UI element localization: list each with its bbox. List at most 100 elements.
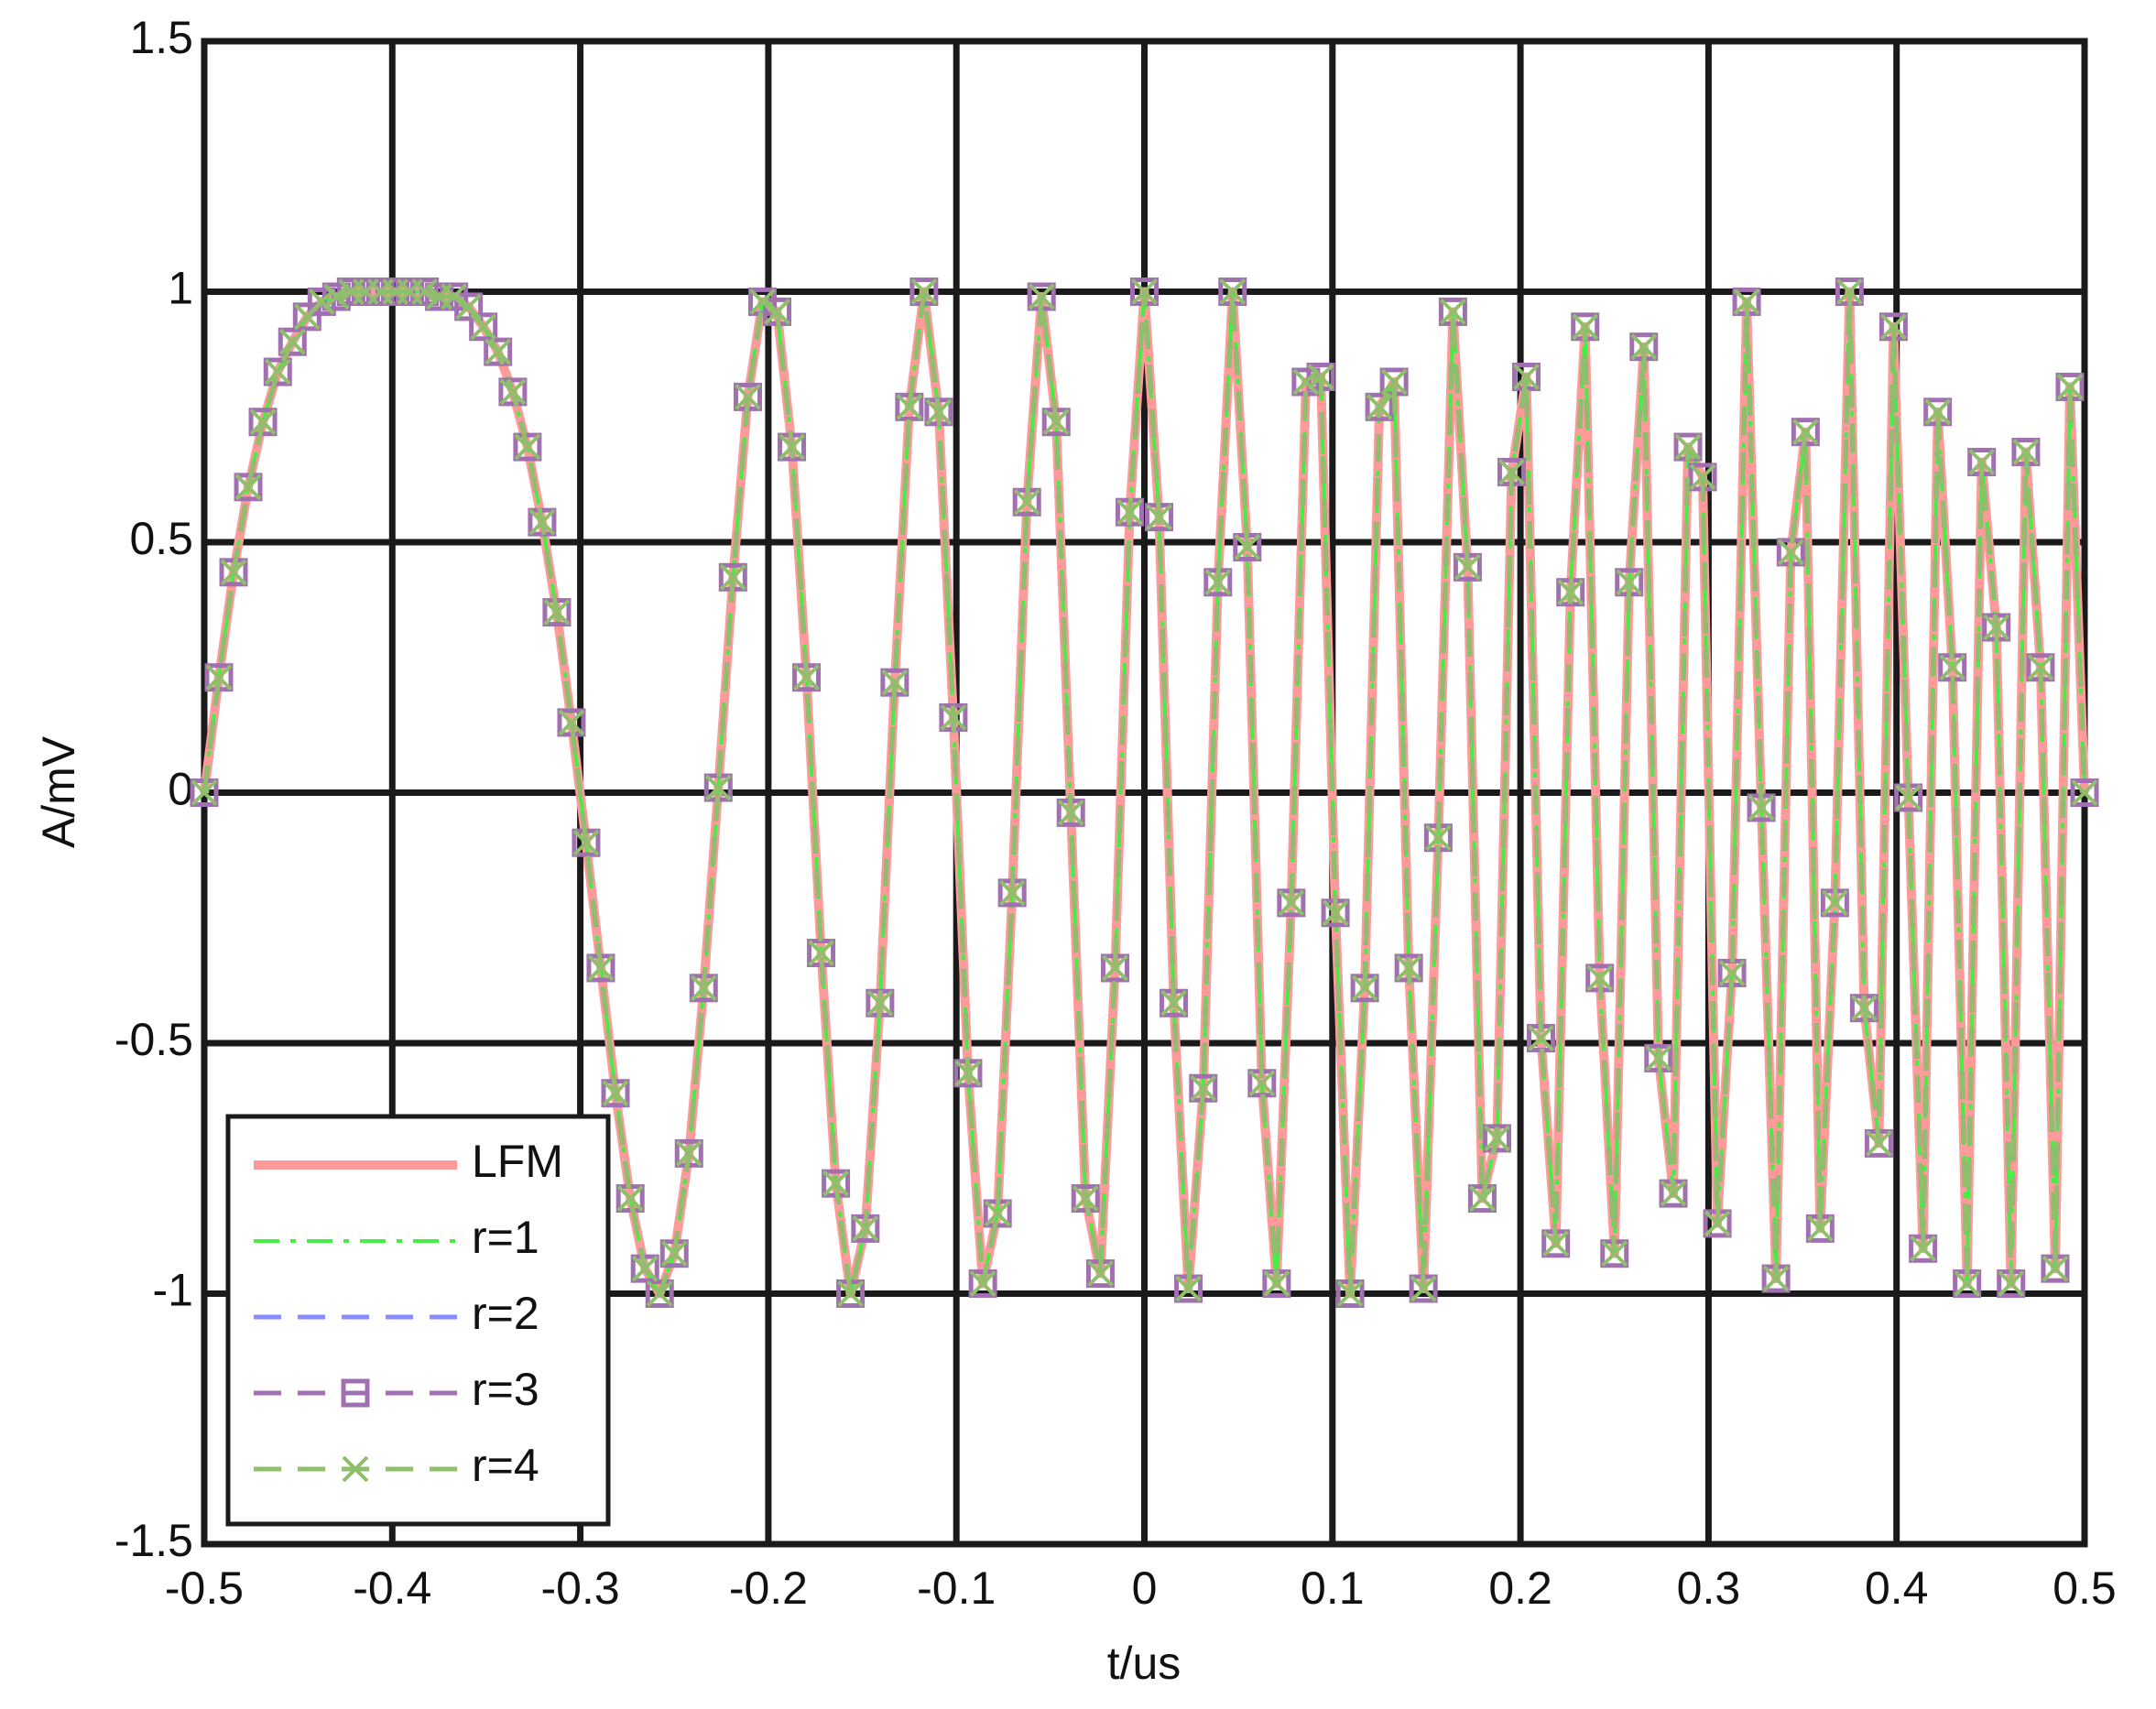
marker-square — [278, 327, 307, 356]
marker-x — [1586, 964, 1614, 992]
marker-x — [278, 328, 306, 355]
marker-x — [234, 474, 262, 501]
legend-label: r=4 — [472, 1440, 539, 1491]
marker-x — [1057, 799, 1084, 826]
x-tick-label: 0.2 — [1488, 1562, 1552, 1614]
marker-x — [411, 278, 439, 305]
x-tick-label: 0.3 — [1677, 1562, 1741, 1614]
marker-x — [1557, 579, 1584, 606]
x-tick-label: 0.5 — [2053, 1562, 2117, 1614]
marker-x — [1748, 794, 1775, 822]
marker-square — [630, 1254, 659, 1283]
y-tick-label: 1 — [168, 263, 193, 314]
marker-x — [1983, 614, 2010, 641]
marker-x — [1630, 333, 1658, 361]
legend-label: r=3 — [472, 1364, 539, 1415]
marker-x — [1042, 408, 1070, 436]
marker-square — [454, 292, 484, 321]
marker-x — [1175, 1275, 1202, 1302]
marker-x — [1424, 824, 1452, 852]
marker-x — [1895, 784, 1922, 811]
marker-x — [1263, 1270, 1290, 1297]
marker-x — [896, 393, 923, 420]
marker-x — [764, 298, 790, 325]
marker-x — [1439, 298, 1466, 325]
legend-label: r=1 — [472, 1212, 539, 1263]
marker-x — [1689, 463, 1716, 491]
marker-x — [2056, 374, 2084, 400]
marker-x — [528, 508, 556, 536]
marker-x — [1572, 313, 1599, 341]
marker-x — [499, 378, 527, 406]
marker-x — [1336, 1280, 1364, 1307]
legend-label: LFM — [472, 1136, 563, 1187]
marker-x — [1351, 974, 1378, 1002]
marker-x — [1028, 283, 1055, 310]
marker-x — [543, 599, 571, 626]
x-tick-label: -0.3 — [541, 1562, 620, 1614]
y-tick-label: 0 — [168, 764, 193, 815]
marker-x — [1307, 364, 1334, 390]
x-tick-label: 0 — [1132, 1562, 1158, 1614]
marker-x — [1704, 1210, 1731, 1237]
marker-x — [1542, 1230, 1570, 1257]
marker-x — [1660, 1180, 1687, 1207]
marker-square — [248, 408, 278, 437]
marker-square — [484, 337, 513, 366]
marker-x — [514, 433, 541, 461]
marker-x — [1968, 449, 1996, 475]
marker-x — [1248, 1070, 1276, 1097]
marker-x — [1380, 368, 1408, 396]
marker-x — [1528, 1025, 1554, 1051]
marker-x — [779, 433, 805, 461]
marker-x — [1880, 313, 1907, 341]
marker-x — [2027, 654, 2054, 681]
marker-x — [1469, 1185, 1496, 1212]
marker-x — [264, 358, 291, 386]
marker-x — [704, 774, 732, 801]
marker-x — [455, 293, 483, 321]
x-axis-label: t/us — [1107, 1638, 1181, 1689]
marker-x — [1718, 960, 1746, 986]
marker-x — [2042, 1255, 2069, 1282]
marker-square — [513, 432, 542, 462]
marker-x — [1835, 278, 1863, 305]
marker-x — [1674, 433, 1702, 461]
x-tick-label: -0.1 — [917, 1562, 996, 1614]
marker-x — [1292, 368, 1320, 396]
y-axis-label: A/mV — [33, 735, 84, 848]
marker-x — [925, 398, 953, 426]
y-tick-label: -0.5 — [114, 1014, 193, 1065]
marker-x — [793, 664, 820, 691]
marker-x — [719, 563, 746, 591]
marker-x — [1278, 889, 1305, 917]
marker-x — [1395, 954, 1422, 982]
marker-x — [1102, 954, 1128, 982]
marker-x — [1366, 393, 1393, 420]
marker-x — [1939, 654, 1966, 681]
marker-x — [2071, 779, 2098, 806]
marker-square — [292, 302, 321, 332]
marker-x — [675, 1139, 702, 1167]
marker-square — [234, 473, 263, 502]
marker-x — [1777, 539, 1804, 566]
marker-x — [998, 879, 1026, 907]
x-tick-label: 0.4 — [1865, 1562, 1929, 1614]
marker-x — [342, 1455, 369, 1483]
marker-x — [1821, 889, 1848, 917]
marker-x — [602, 1080, 629, 1107]
marker-square — [645, 1279, 674, 1308]
x-tick-label: 0.1 — [1301, 1562, 1365, 1614]
marker-square — [2070, 778, 2099, 807]
marker-x — [1087, 1260, 1114, 1288]
marker-x — [1116, 498, 1143, 526]
marker-x — [470, 313, 497, 341]
y-tick-label: -1.5 — [114, 1515, 193, 1566]
marker-x — [822, 1170, 850, 1197]
marker-x — [1131, 278, 1158, 305]
marker-x — [808, 940, 835, 966]
marker-x — [881, 669, 909, 696]
marker-x — [866, 989, 894, 1017]
marker-x — [660, 1240, 688, 1268]
marker-x — [1998, 1270, 2025, 1297]
